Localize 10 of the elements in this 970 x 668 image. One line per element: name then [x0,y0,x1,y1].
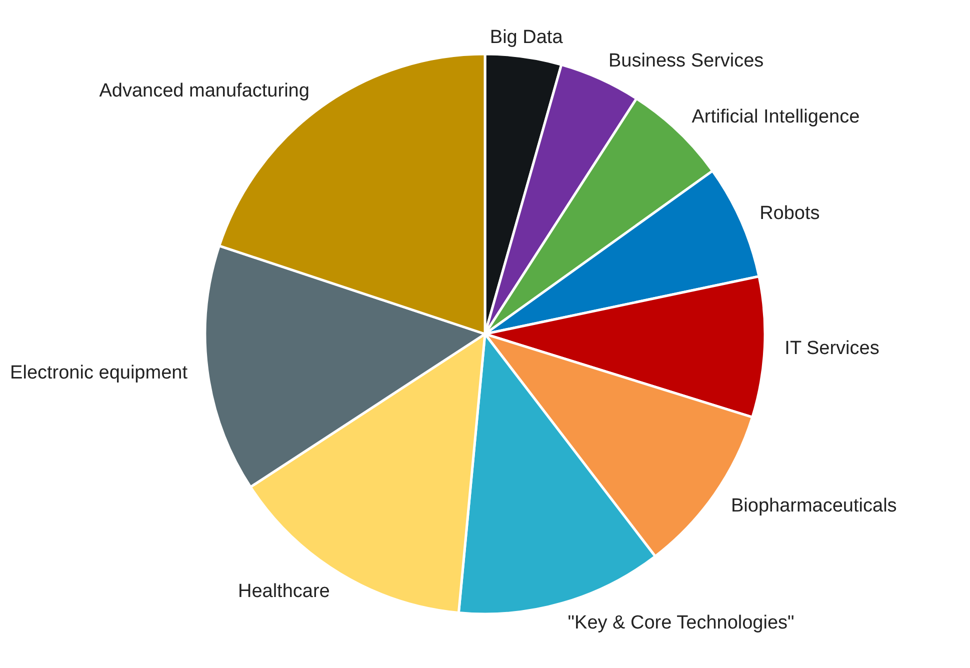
slice-label: Biopharmaceuticals [730,496,897,517]
slice-label: Advanced manufacturing [99,80,310,102]
slice-label: Healthcare [238,580,330,602]
slice-label: "Key & Core Technologies" [568,612,794,634]
slice-label: Artificial Intelligence [692,106,860,128]
slice-label: IT Services [784,338,880,360]
slice-label: Electronic equipment [10,362,188,384]
slice-label: Big Data [490,26,564,48]
slice-label: Business Services [608,50,764,72]
slice-label: Robots [760,203,820,224]
